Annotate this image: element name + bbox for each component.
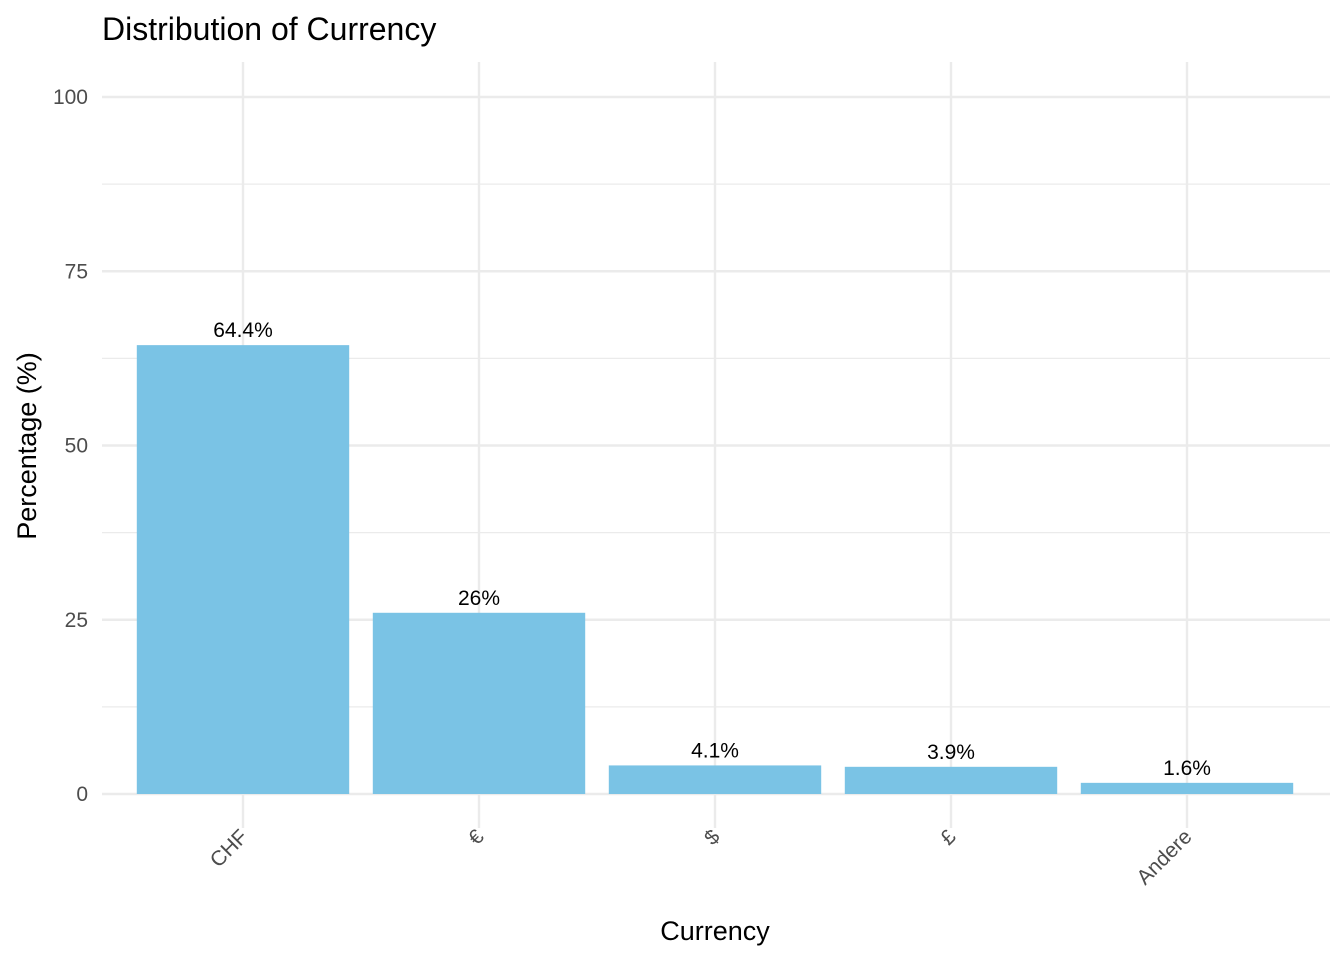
x-tick-label: Andere xyxy=(1132,825,1196,889)
x-tick-label: $ xyxy=(700,825,725,850)
data-label-2: 4.1% xyxy=(691,739,739,762)
y-tick-label: 50 xyxy=(65,435,88,458)
bar-3 xyxy=(844,766,1058,794)
data-label-3: 3.9% xyxy=(927,741,975,764)
bar-2 xyxy=(608,765,822,794)
y-axis-ticks: 0 25 50 75 100 xyxy=(53,86,88,806)
data-label-0: 64.4% xyxy=(213,319,273,342)
y-tick-label: 0 xyxy=(76,783,88,806)
y-axis-title: Percentage (%) xyxy=(12,352,42,540)
bar-1 xyxy=(372,612,586,794)
x-tick-label: € xyxy=(464,825,489,850)
x-axis-title: Currency xyxy=(660,916,770,946)
y-tick-label: 25 xyxy=(65,609,88,632)
data-label-4: 1.6% xyxy=(1163,757,1211,780)
bar-4 xyxy=(1080,782,1294,794)
x-axis-ticks: CHF € $ £ Andere xyxy=(206,825,1197,889)
data-label-1: 26% xyxy=(458,587,500,610)
bar-0 xyxy=(136,345,350,794)
y-tick-label: 100 xyxy=(53,86,88,109)
data-labels: 64.4% 26% 4.1% 3.9% 1.6% xyxy=(213,319,1211,780)
x-tick-label: £ xyxy=(936,825,961,850)
x-tick-label: CHF xyxy=(206,825,253,872)
bars xyxy=(136,345,1294,794)
y-tick-label: 75 xyxy=(65,260,88,283)
chart-title: Distribution of Currency xyxy=(102,11,436,47)
